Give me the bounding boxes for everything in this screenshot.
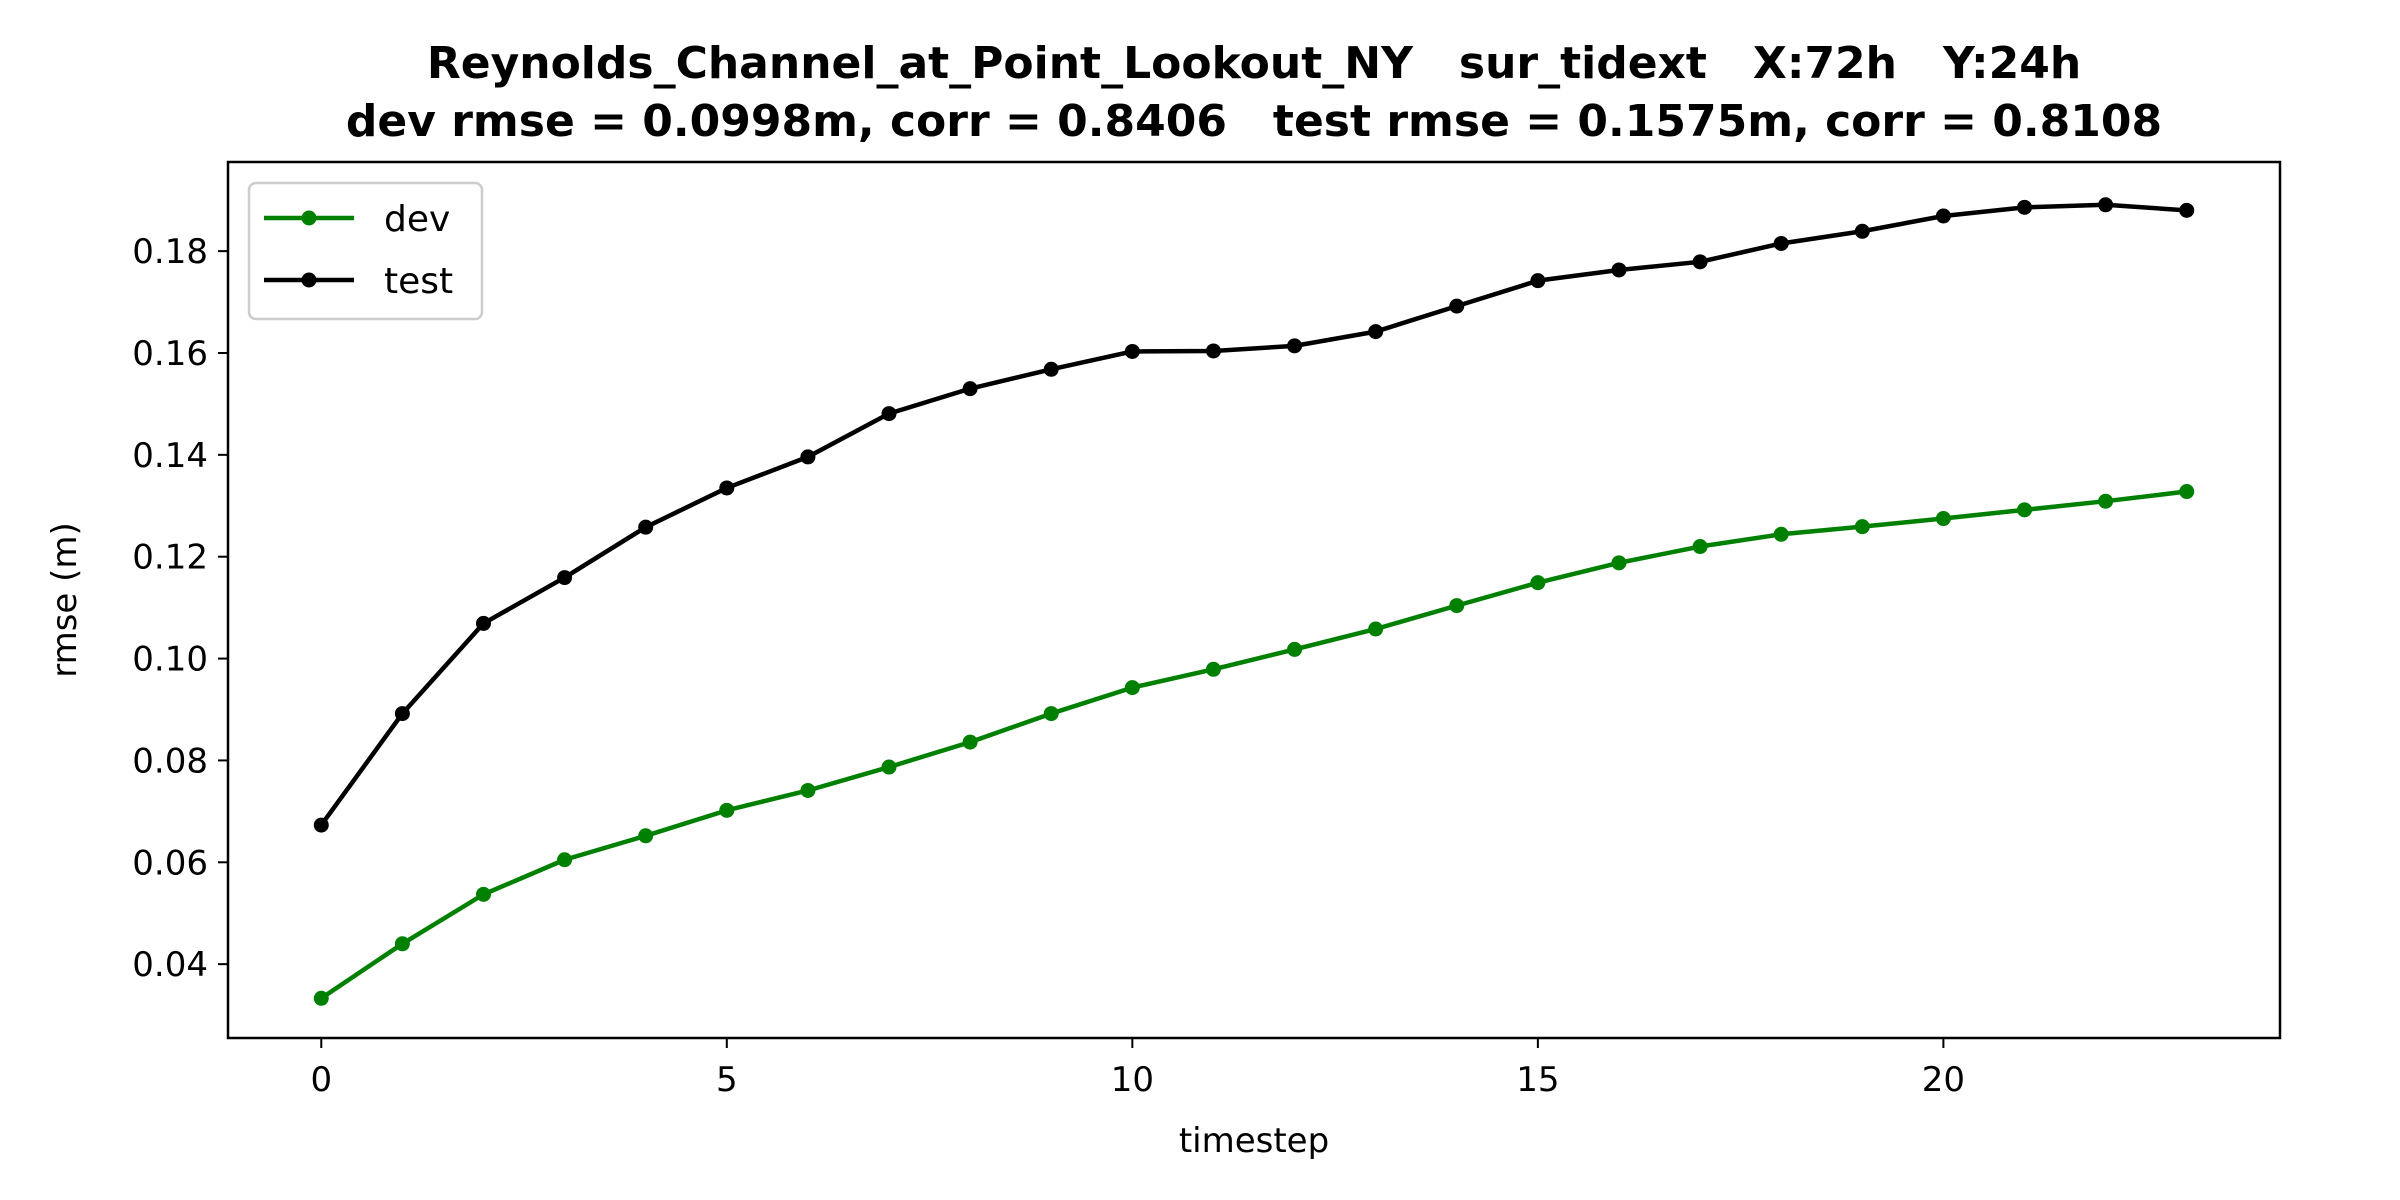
data-point-test — [1043, 361, 1059, 377]
data-point-dev — [638, 828, 654, 844]
legend: dev test — [247, 181, 484, 321]
data-point-test — [1124, 343, 1140, 359]
y-axis: 0.04 0.06 0.08 0.10 0.12 0.14 0.16 0.18 — [132, 232, 228, 985]
data-point-test — [394, 706, 410, 722]
data-point-test — [1854, 223, 1870, 239]
x-axis-label: timestep — [1179, 1121, 1329, 1161]
data-point-test — [2179, 202, 2195, 218]
data-point-dev — [1854, 519, 1870, 535]
data-point-test — [1287, 338, 1303, 354]
data-point-test — [1449, 298, 1465, 314]
data-point-dev — [1124, 680, 1140, 696]
data-point-dev — [962, 734, 978, 750]
data-point-dev — [1530, 575, 1546, 591]
data-point-test — [2017, 199, 2033, 215]
data-point-dev — [1773, 526, 1789, 542]
plot-area — [226, 160, 2282, 1040]
data-point-dev — [881, 759, 897, 775]
data-point-dev — [1287, 641, 1303, 657]
y-tick-label: 0.18 — [132, 232, 208, 272]
data-point-test — [962, 381, 978, 397]
data-point-test — [638, 519, 654, 535]
data-point-dev — [800, 782, 816, 798]
x-tick-label: 10 — [1111, 1060, 1154, 1100]
data-point-test — [2098, 197, 2114, 213]
data-point-dev — [475, 886, 491, 902]
data-point-test — [881, 406, 897, 422]
data-point-test — [1935, 208, 1951, 224]
y-tick-label: 0.10 — [132, 640, 208, 680]
data-point-test — [800, 449, 816, 465]
data-point-test — [1773, 235, 1789, 251]
data-point-test — [719, 480, 735, 496]
y-tick-label: 0.04 — [132, 945, 208, 985]
data-point-dev — [1611, 555, 1627, 571]
legend-marker-test — [301, 272, 317, 288]
x-tick-label: 5 — [716, 1060, 738, 1100]
data-point-test — [1205, 343, 1221, 359]
chart-title: Reynolds_Channel_at_Point_Lookout_NY sur… — [427, 38, 2081, 89]
data-point-dev — [313, 990, 329, 1006]
legend-marker-dev — [301, 210, 317, 226]
x-axis: 0 5 10 15 20 — [310, 1038, 1965, 1100]
data-point-test — [475, 615, 491, 631]
chart-subtitle: dev rmse = 0.0998m, corr = 0.8406 test r… — [346, 96, 2162, 147]
series-layer — [313, 197, 2195, 1006]
data-point-dev — [1205, 661, 1221, 677]
legend-label-dev: dev — [384, 199, 450, 240]
y-axis-label: rmse (m) — [45, 522, 85, 678]
y-tick-label: 0.12 — [132, 538, 208, 578]
data-point-test — [557, 570, 573, 586]
data-point-dev — [557, 852, 573, 868]
x-tick-label: 15 — [1516, 1060, 1559, 1100]
data-point-dev — [2179, 484, 2195, 500]
data-point-dev — [1449, 598, 1465, 614]
data-point-dev — [1368, 621, 1384, 637]
series-line-test — [319, 202, 2189, 828]
data-point-test — [1368, 324, 1384, 340]
data-point-dev — [1692, 539, 1708, 555]
data-point-dev — [394, 936, 410, 952]
y-tick-label: 0.06 — [132, 843, 208, 883]
y-tick-label: 0.08 — [132, 741, 208, 781]
data-point-dev — [1935, 511, 1951, 527]
data-point-dev — [2098, 493, 2114, 509]
data-point-test — [313, 817, 329, 833]
data-point-dev — [1043, 706, 1059, 722]
series-line-dev — [319, 489, 2189, 1001]
data-point-test — [1611, 262, 1627, 278]
data-point-test — [1692, 254, 1708, 270]
x-tick-label: 0 — [310, 1060, 332, 1100]
y-tick-label: 0.16 — [132, 334, 208, 374]
data-point-dev — [2017, 502, 2033, 518]
y-tick-label: 0.14 — [132, 436, 208, 476]
x-tick-label: 20 — [1922, 1060, 1965, 1100]
legend-label-test: test — [384, 261, 453, 302]
data-point-test — [1530, 273, 1546, 289]
data-point-dev — [719, 802, 735, 818]
